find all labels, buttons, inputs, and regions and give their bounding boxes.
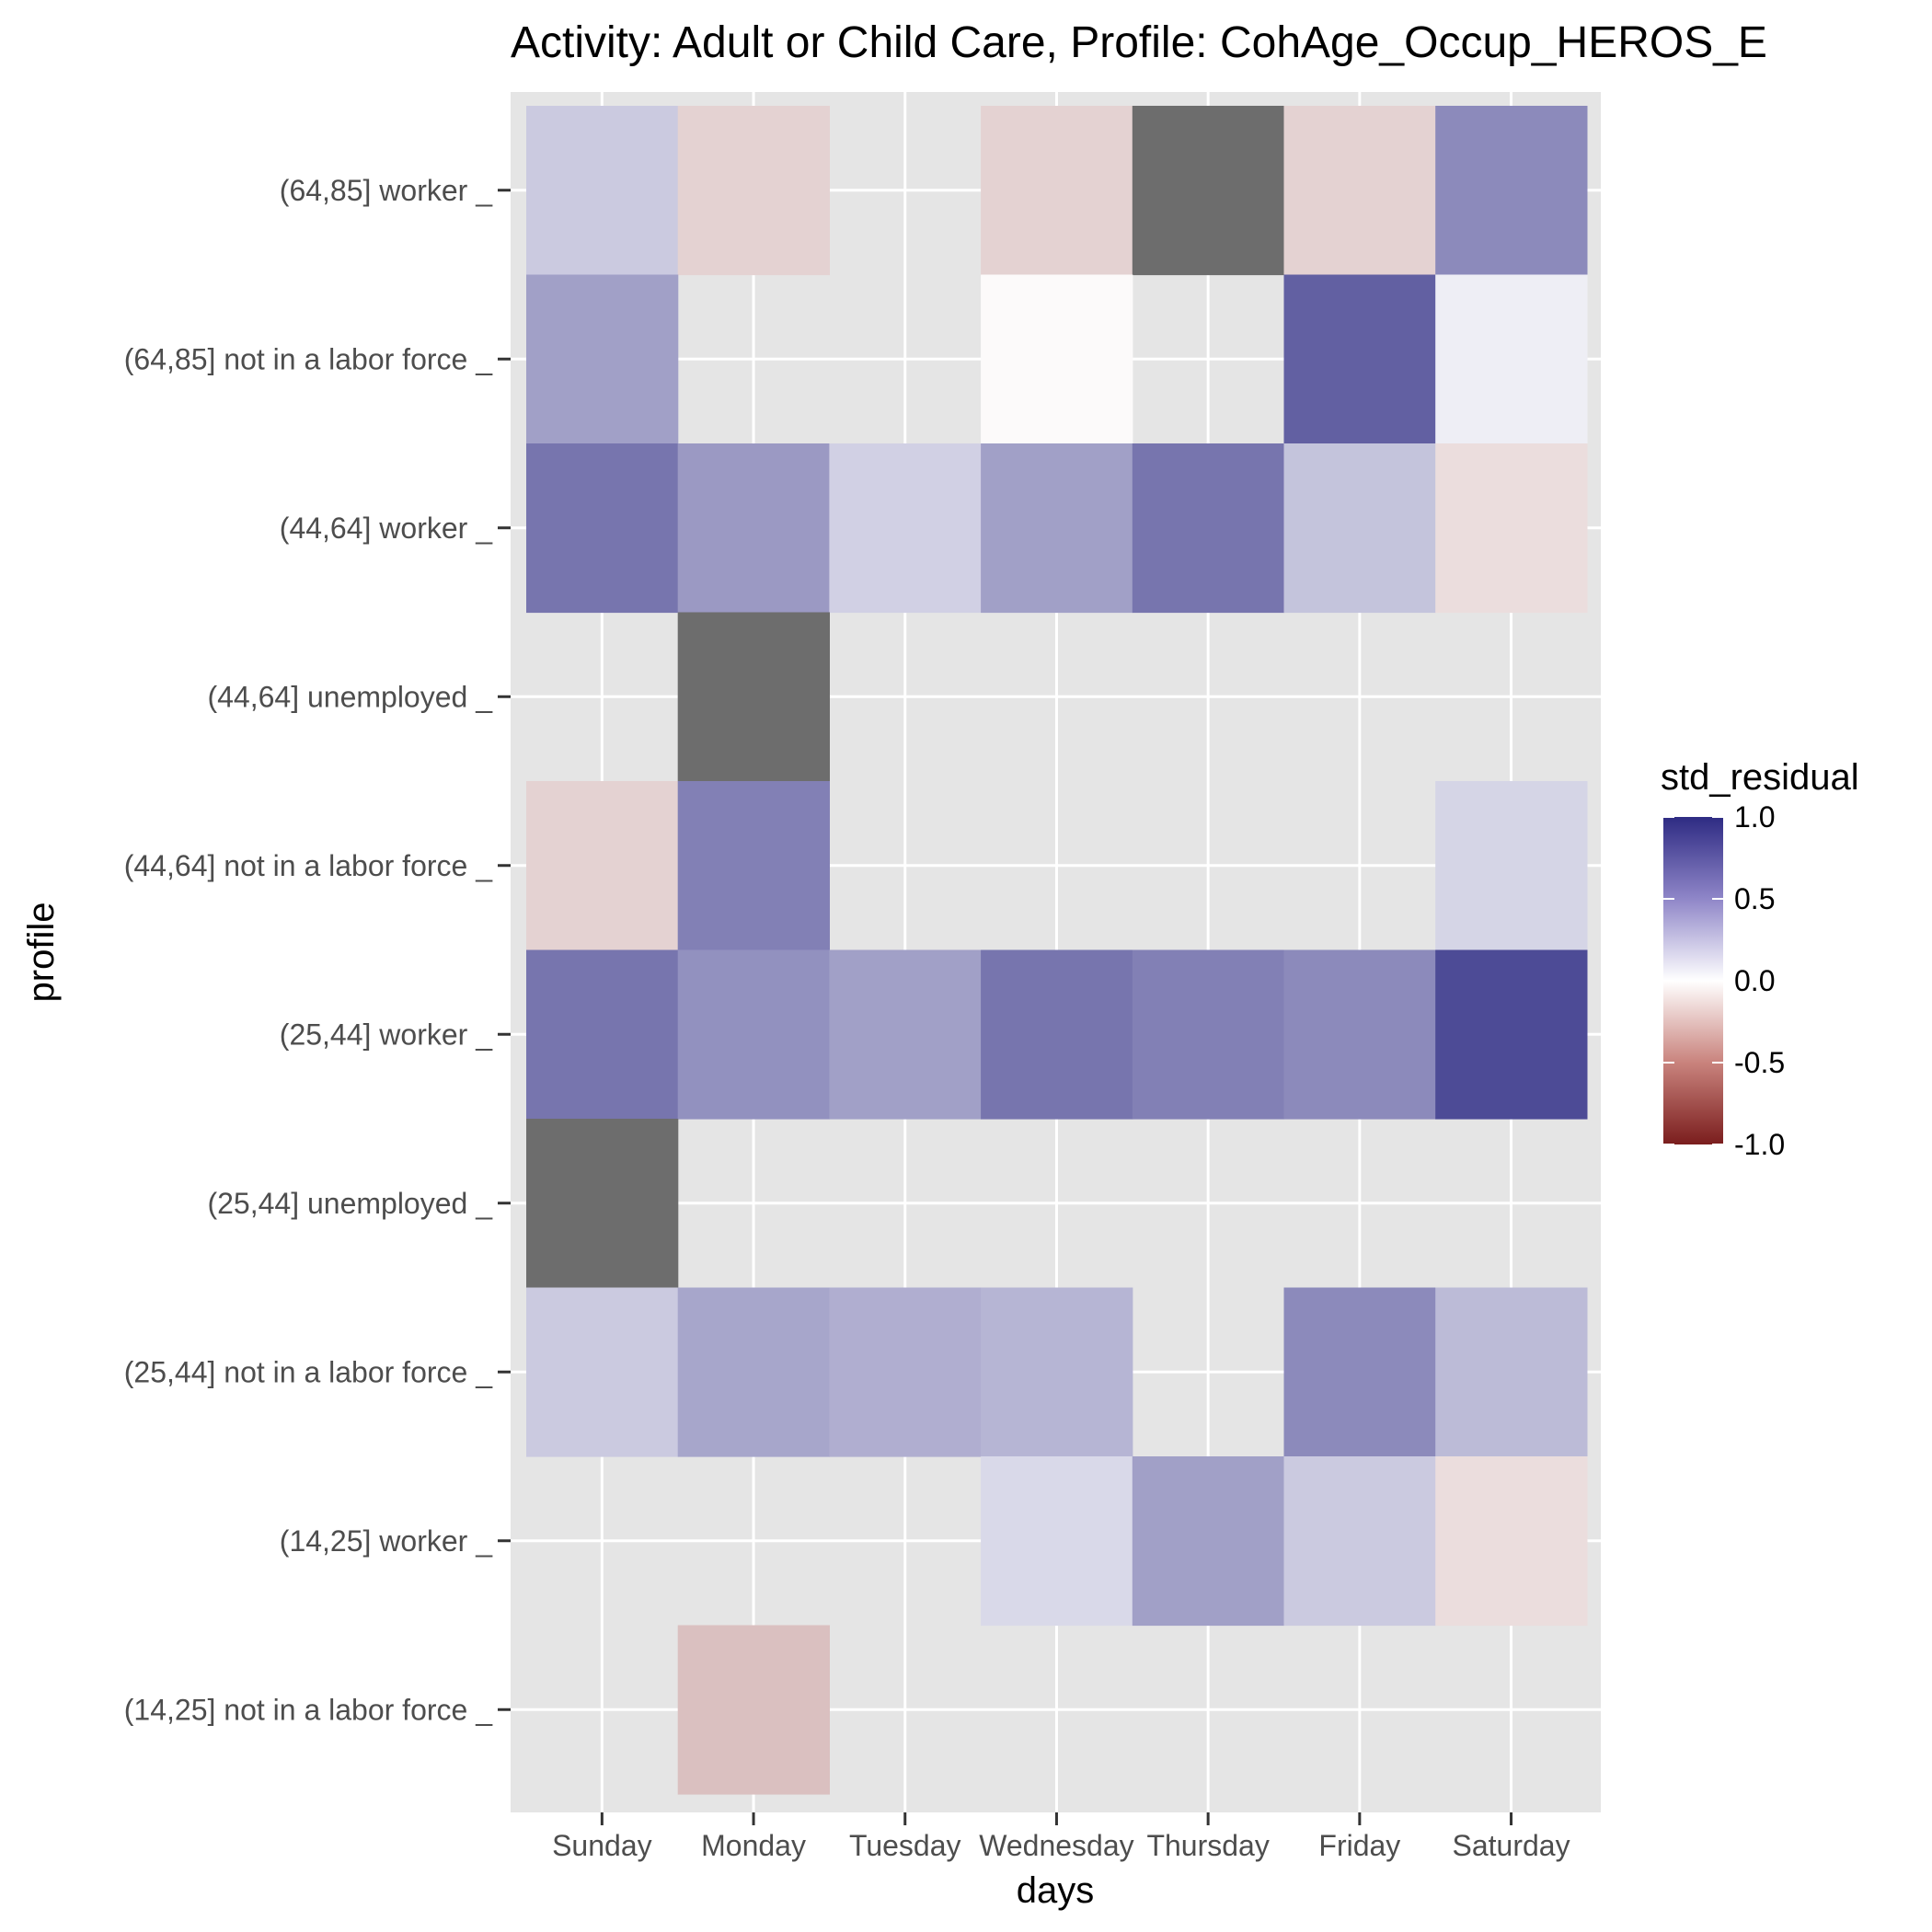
- heatmap-cell: [1132, 949, 1285, 1120]
- heatmap-cell: [1435, 274, 1588, 444]
- legend-tick-label: -1.0: [1734, 1128, 1785, 1161]
- heatmap-tiles: [526, 106, 1588, 1795]
- heatmap-cell: [1283, 274, 1436, 444]
- heatmap-cell: [981, 949, 1133, 1120]
- y-tick-label: (64,85] not in a labor force _: [124, 342, 493, 375]
- y-tick-label: (44,64] worker _: [280, 512, 493, 545]
- heatmap-cell: [677, 1625, 830, 1795]
- y-tick-label: (25,44] unemployed _: [207, 1187, 493, 1220]
- y-axis: (64,85] worker _ (64,85] not in a labor f…: [124, 174, 511, 1726]
- y-tick-label: (25,44] worker _: [280, 1018, 493, 1051]
- heatmap-cell: [1283, 1287, 1436, 1457]
- heatmap-cell: [1283, 949, 1436, 1120]
- heatmap-cell: [1132, 106, 1285, 276]
- y-axis-title: profile: [21, 903, 62, 1003]
- heatmap-cell: [1283, 1456, 1436, 1627]
- x-tick-label: Saturday: [1453, 1829, 1570, 1862]
- x-tick-label: Thursday: [1146, 1829, 1269, 1862]
- heatmap-cell: [1132, 1456, 1285, 1627]
- x-tick-label: Wednesday: [979, 1829, 1133, 1862]
- x-axis: Sunday Monday Tuesday Wednesday Thursday Frid…: [552, 1812, 1570, 1862]
- heatmap-cell: [526, 949, 679, 1120]
- heatmap-cell: [677, 1287, 830, 1457]
- heatmap-cell: [1435, 1287, 1588, 1457]
- heatmap-cell: [1283, 443, 1436, 614]
- legend-tick-label: 1.0: [1734, 800, 1775, 834]
- heatmap-cell: [1435, 106, 1588, 276]
- heatmap-cell: [829, 1287, 982, 1457]
- heatmap-cell: [677, 612, 830, 782]
- heatmap-cell: [677, 949, 830, 1120]
- heatmap-cell: [677, 106, 830, 276]
- y-tick-label: (44,64] not in a labor force _: [124, 849, 493, 882]
- y-tick-label: (14,25] not in a labor force _: [124, 1693, 493, 1726]
- heatmap-cell: [526, 781, 679, 951]
- x-tick-label: Monday: [701, 1829, 806, 1862]
- heatmap-cell: [526, 106, 679, 276]
- heatmap-cell: [526, 274, 679, 444]
- heatmap-cell: [526, 1287, 679, 1457]
- heatmap-cell: [829, 443, 982, 614]
- legend-ticks: 1.0 0.5 0.0 -0.5 -1.0: [1663, 800, 1785, 1161]
- heatmap-cell: [981, 1456, 1133, 1627]
- heatmap-cell: [829, 949, 982, 1120]
- legend-title: std_residual: [1661, 757, 1859, 798]
- x-tick-label: Tuesday: [849, 1829, 961, 1862]
- heatmap-cell: [1435, 781, 1588, 951]
- x-axis-title: days: [1017, 1870, 1095, 1911]
- legend: std_residual 1.0 0.5 0.0 -0.5 -1.0: [1661, 757, 1859, 1161]
- heatmap-cell: [981, 1287, 1133, 1457]
- heatmap-cell: [981, 443, 1133, 614]
- heatmap-cell: [1435, 1456, 1588, 1627]
- legend-tick-label: 0.0: [1734, 964, 1775, 997]
- y-tick-label: (44,64] unemployed _: [207, 680, 493, 713]
- heatmap-cell: [1435, 443, 1588, 614]
- heatmap-cell: [1132, 443, 1285, 614]
- heatmap-cell: [1283, 106, 1436, 276]
- heatmap-cell: [526, 1119, 679, 1289]
- heatmap-cell: [526, 443, 679, 614]
- legend-tick-label: 0.5: [1734, 882, 1775, 915]
- y-tick-label: (64,85] worker _: [280, 174, 493, 207]
- heatmap-cell: [677, 781, 830, 951]
- x-tick-label: Friday: [1318, 1829, 1400, 1862]
- y-tick-label: (14,25] worker _: [280, 1524, 493, 1558]
- heatmap-cell: [677, 443, 830, 614]
- heatmap-cell: [981, 274, 1133, 444]
- y-tick-label: (25,44] not in a labor force _: [124, 1355, 493, 1388]
- chart-title: Activity: Adult or Child Care, Profile: …: [511, 18, 1767, 67]
- legend-tick-label: -0.5: [1734, 1046, 1785, 1079]
- heatmap-cell: [981, 106, 1133, 276]
- x-tick-label: Sunday: [552, 1829, 652, 1862]
- heatmap-cell: [1435, 949, 1588, 1120]
